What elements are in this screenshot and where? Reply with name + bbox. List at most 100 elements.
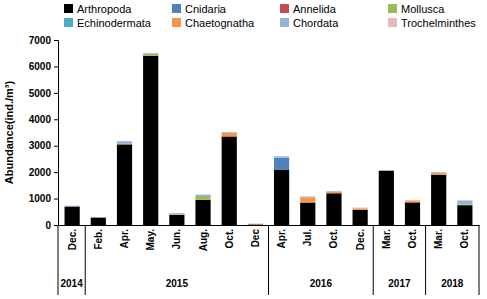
x-tick-label: Oct. bbox=[407, 229, 418, 249]
legend-label: Cnidaria bbox=[185, 3, 227, 15]
bar-segment bbox=[65, 206, 80, 207]
bar-segment bbox=[326, 193, 341, 194]
bar-segment bbox=[405, 201, 420, 202]
x-tick-label: Jul. bbox=[302, 229, 313, 246]
legend-swatch bbox=[388, 4, 397, 13]
bar-segment bbox=[248, 224, 263, 225]
x-tick-label: Aug. bbox=[198, 229, 209, 251]
bar-segment bbox=[457, 200, 472, 204]
bar-segment bbox=[195, 196, 210, 200]
bar-segment bbox=[65, 206, 80, 207]
x-tick-label: Dec. bbox=[355, 229, 366, 250]
series-bars bbox=[65, 56, 473, 225]
legend-item: Trochelminthes bbox=[388, 17, 476, 29]
bar-segment bbox=[143, 52, 158, 54]
bar-segment bbox=[143, 53, 158, 54]
bar-segment bbox=[300, 196, 315, 197]
bar-segment bbox=[353, 209, 368, 210]
bar-segment bbox=[326, 193, 341, 194]
x-tick-label: Apr. bbox=[276, 229, 287, 249]
group-label: 2018 bbox=[441, 278, 464, 289]
x-tick-label: Jun. bbox=[171, 229, 182, 250]
legend: ArthropodaCnidariaAnnelidaMolluscaEchino… bbox=[64, 3, 476, 29]
series-bars bbox=[117, 133, 446, 225]
bar-segment bbox=[65, 205, 80, 206]
bar-segment bbox=[117, 141, 132, 142]
bar-segment bbox=[379, 170, 394, 171]
bar-segment bbox=[274, 157, 289, 158]
series-bars bbox=[405, 201, 420, 203]
x-tick: May. bbox=[145, 225, 156, 251]
x-tick: Apr. bbox=[276, 225, 287, 248]
y-tick-mark bbox=[54, 146, 58, 147]
bar-segment bbox=[169, 214, 184, 216]
x-tick: Feb. bbox=[93, 225, 104, 250]
legend-item: Mollusca bbox=[388, 3, 445, 15]
y-tick-mark bbox=[54, 93, 58, 94]
series-bars bbox=[353, 207, 368, 209]
x-tick-label: Mar. bbox=[381, 229, 392, 249]
legend-label: Mollusca bbox=[401, 3, 445, 15]
bar-segment bbox=[65, 206, 80, 207]
y-tick-label: 7000 bbox=[29, 35, 52, 46]
x-tick-label: Dec. bbox=[67, 229, 78, 250]
y-axis-line bbox=[54, 41, 59, 226]
bar-segment bbox=[274, 156, 289, 157]
x-tick: Apr. bbox=[119, 225, 130, 248]
x-tick-label: Oct. bbox=[459, 229, 470, 249]
y-tick: 3000 bbox=[29, 140, 58, 151]
bar-segment bbox=[326, 193, 341, 194]
x-tick-label: Dec bbox=[250, 229, 261, 248]
series-bars bbox=[143, 54, 472, 205]
x-tick-label: Oct. bbox=[328, 229, 339, 249]
legend-item: Chordata bbox=[280, 17, 339, 29]
group-separator bbox=[85, 225, 86, 295]
x-tick: Aug. bbox=[198, 225, 209, 251]
legend-swatch bbox=[172, 18, 181, 27]
legend-item: Annelida bbox=[280, 3, 337, 15]
x-tick: Dec. bbox=[355, 225, 366, 250]
bar-segment bbox=[353, 208, 368, 209]
legend-swatch bbox=[280, 4, 289, 13]
x-tick-label: May. bbox=[145, 229, 156, 251]
y-tick-label: 6000 bbox=[29, 61, 52, 72]
bar-segment bbox=[457, 200, 472, 201]
legend-swatch bbox=[388, 18, 397, 27]
bar-segment bbox=[248, 223, 263, 225]
group-separator bbox=[58, 225, 59, 295]
x-tick: Oct. bbox=[407, 225, 418, 248]
bar-segment bbox=[248, 223, 263, 224]
y-tick-mark bbox=[54, 172, 58, 173]
y-tick-label: 5000 bbox=[29, 88, 52, 99]
bar-segment bbox=[353, 209, 368, 210]
bar-segment bbox=[326, 193, 341, 225]
bar-segment bbox=[353, 207, 368, 209]
bar-segment bbox=[274, 157, 289, 158]
bar-segment bbox=[326, 193, 341, 194]
bar-segment bbox=[222, 131, 237, 133]
bar-segment bbox=[117, 144, 132, 145]
bar-segment bbox=[274, 170, 289, 226]
y-tick-label: 4000 bbox=[29, 114, 52, 125]
bar-segment bbox=[65, 206, 80, 207]
bar-segment bbox=[91, 217, 106, 218]
bar-segment bbox=[195, 200, 210, 225]
x-tick: Mar. bbox=[433, 225, 444, 249]
bar-segment bbox=[405, 202, 420, 203]
y-tick-mark bbox=[54, 199, 58, 200]
group-separator bbox=[373, 225, 374, 295]
bar-segment bbox=[91, 217, 106, 218]
bar-segment bbox=[195, 195, 210, 196]
group-label: 2016 bbox=[310, 278, 333, 289]
bar-segment bbox=[431, 173, 446, 175]
bar-segment bbox=[169, 214, 184, 215]
bar-segment bbox=[248, 224, 263, 225]
year-groups: 20142015201620172018 bbox=[58, 225, 479, 295]
bar-segment bbox=[405, 200, 420, 201]
bar-segment bbox=[195, 195, 210, 196]
group-label: 2015 bbox=[166, 278, 189, 289]
y-tick-mark bbox=[54, 119, 58, 120]
bar-segment bbox=[431, 175, 446, 225]
bar-segment bbox=[274, 158, 289, 170]
bar-segment bbox=[143, 54, 158, 56]
